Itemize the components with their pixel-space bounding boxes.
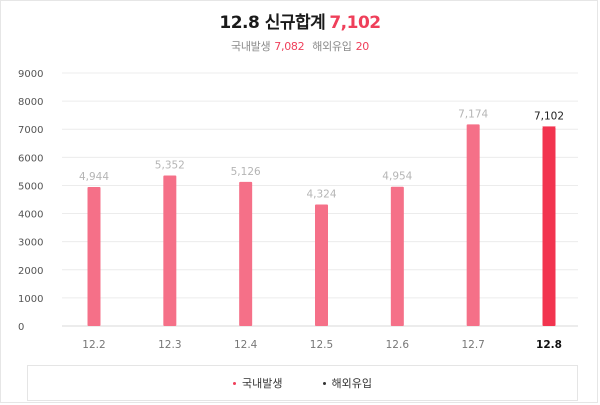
legend-marker-domestic [233, 381, 237, 385]
x-tick-label: 12.3 [158, 339, 181, 351]
chart-title: 12.8 신규합계 7,102 [0, 8, 600, 33]
domestic-value: 7,082 [274, 40, 305, 53]
title-text: 12.8 신규합계 [219, 13, 326, 33]
x-tick-label: 12.8 [536, 339, 562, 351]
y-tick-label: 5000 [18, 181, 43, 192]
y-tick-label: 2000 [18, 266, 43, 277]
bar-domestic [163, 175, 177, 326]
x-tick-label: 12.4 [234, 339, 258, 351]
legend-label-overseas: 해외유입 [331, 377, 372, 390]
bar-domestic [466, 124, 480, 326]
x-tick-label: 12.6 [386, 339, 410, 351]
x-tick-label: 12.5 [310, 339, 333, 351]
overseas-value: 20 [355, 40, 370, 53]
bar-value-label: 4,954 [382, 171, 412, 183]
bar-value-label: 4,324 [306, 188, 336, 200]
title-total: 7,102 [329, 13, 381, 33]
legend-item-overseas[interactable]: 해외유입 [322, 375, 372, 391]
y-tick-label: 0 [18, 322, 24, 333]
x-tick-label: 12.2 [82, 339, 105, 351]
bar-domestic [315, 204, 328, 326]
legend-marker-overseas [322, 381, 326, 385]
domestic-label: 국내발생 [231, 40, 271, 53]
bar-domestic [87, 187, 101, 326]
overseas-label: 해외유입 [312, 40, 352, 53]
legend-label-domestic: 국내발생 [242, 377, 283, 390]
x-tick-label: 12.7 [461, 339, 484, 351]
bar-domestic [542, 126, 556, 326]
y-tick-label: 6000 [18, 153, 43, 164]
bar-value-label: 4,944 [79, 171, 109, 183]
y-tick-label: 1000 [18, 294, 43, 305]
bar-domestic [390, 186, 404, 326]
bar-value-label: 5,126 [231, 166, 261, 178]
y-tick-label: 7000 [18, 125, 43, 136]
bar-domestic [239, 181, 253, 326]
y-tick-label: 9000 [18, 69, 43, 80]
y-tick-label: 8000 [18, 97, 43, 108]
bar-value-label: 7,102 [534, 110, 564, 122]
chart-legend: 국내발생 해외유입 [27, 365, 578, 401]
y-tick-label: 4000 [18, 210, 43, 221]
legend-item-domestic[interactable]: 국내발생 [233, 375, 283, 391]
bar-value-label: 7,174 [458, 108, 488, 120]
chart-subtitle: 국내발생 7,082 해외유입 20 [0, 38, 600, 54]
y-tick-label: 3000 [18, 238, 43, 249]
bar-overseas [542, 126, 556, 127]
bar-value-label: 5,352 [155, 160, 185, 172]
